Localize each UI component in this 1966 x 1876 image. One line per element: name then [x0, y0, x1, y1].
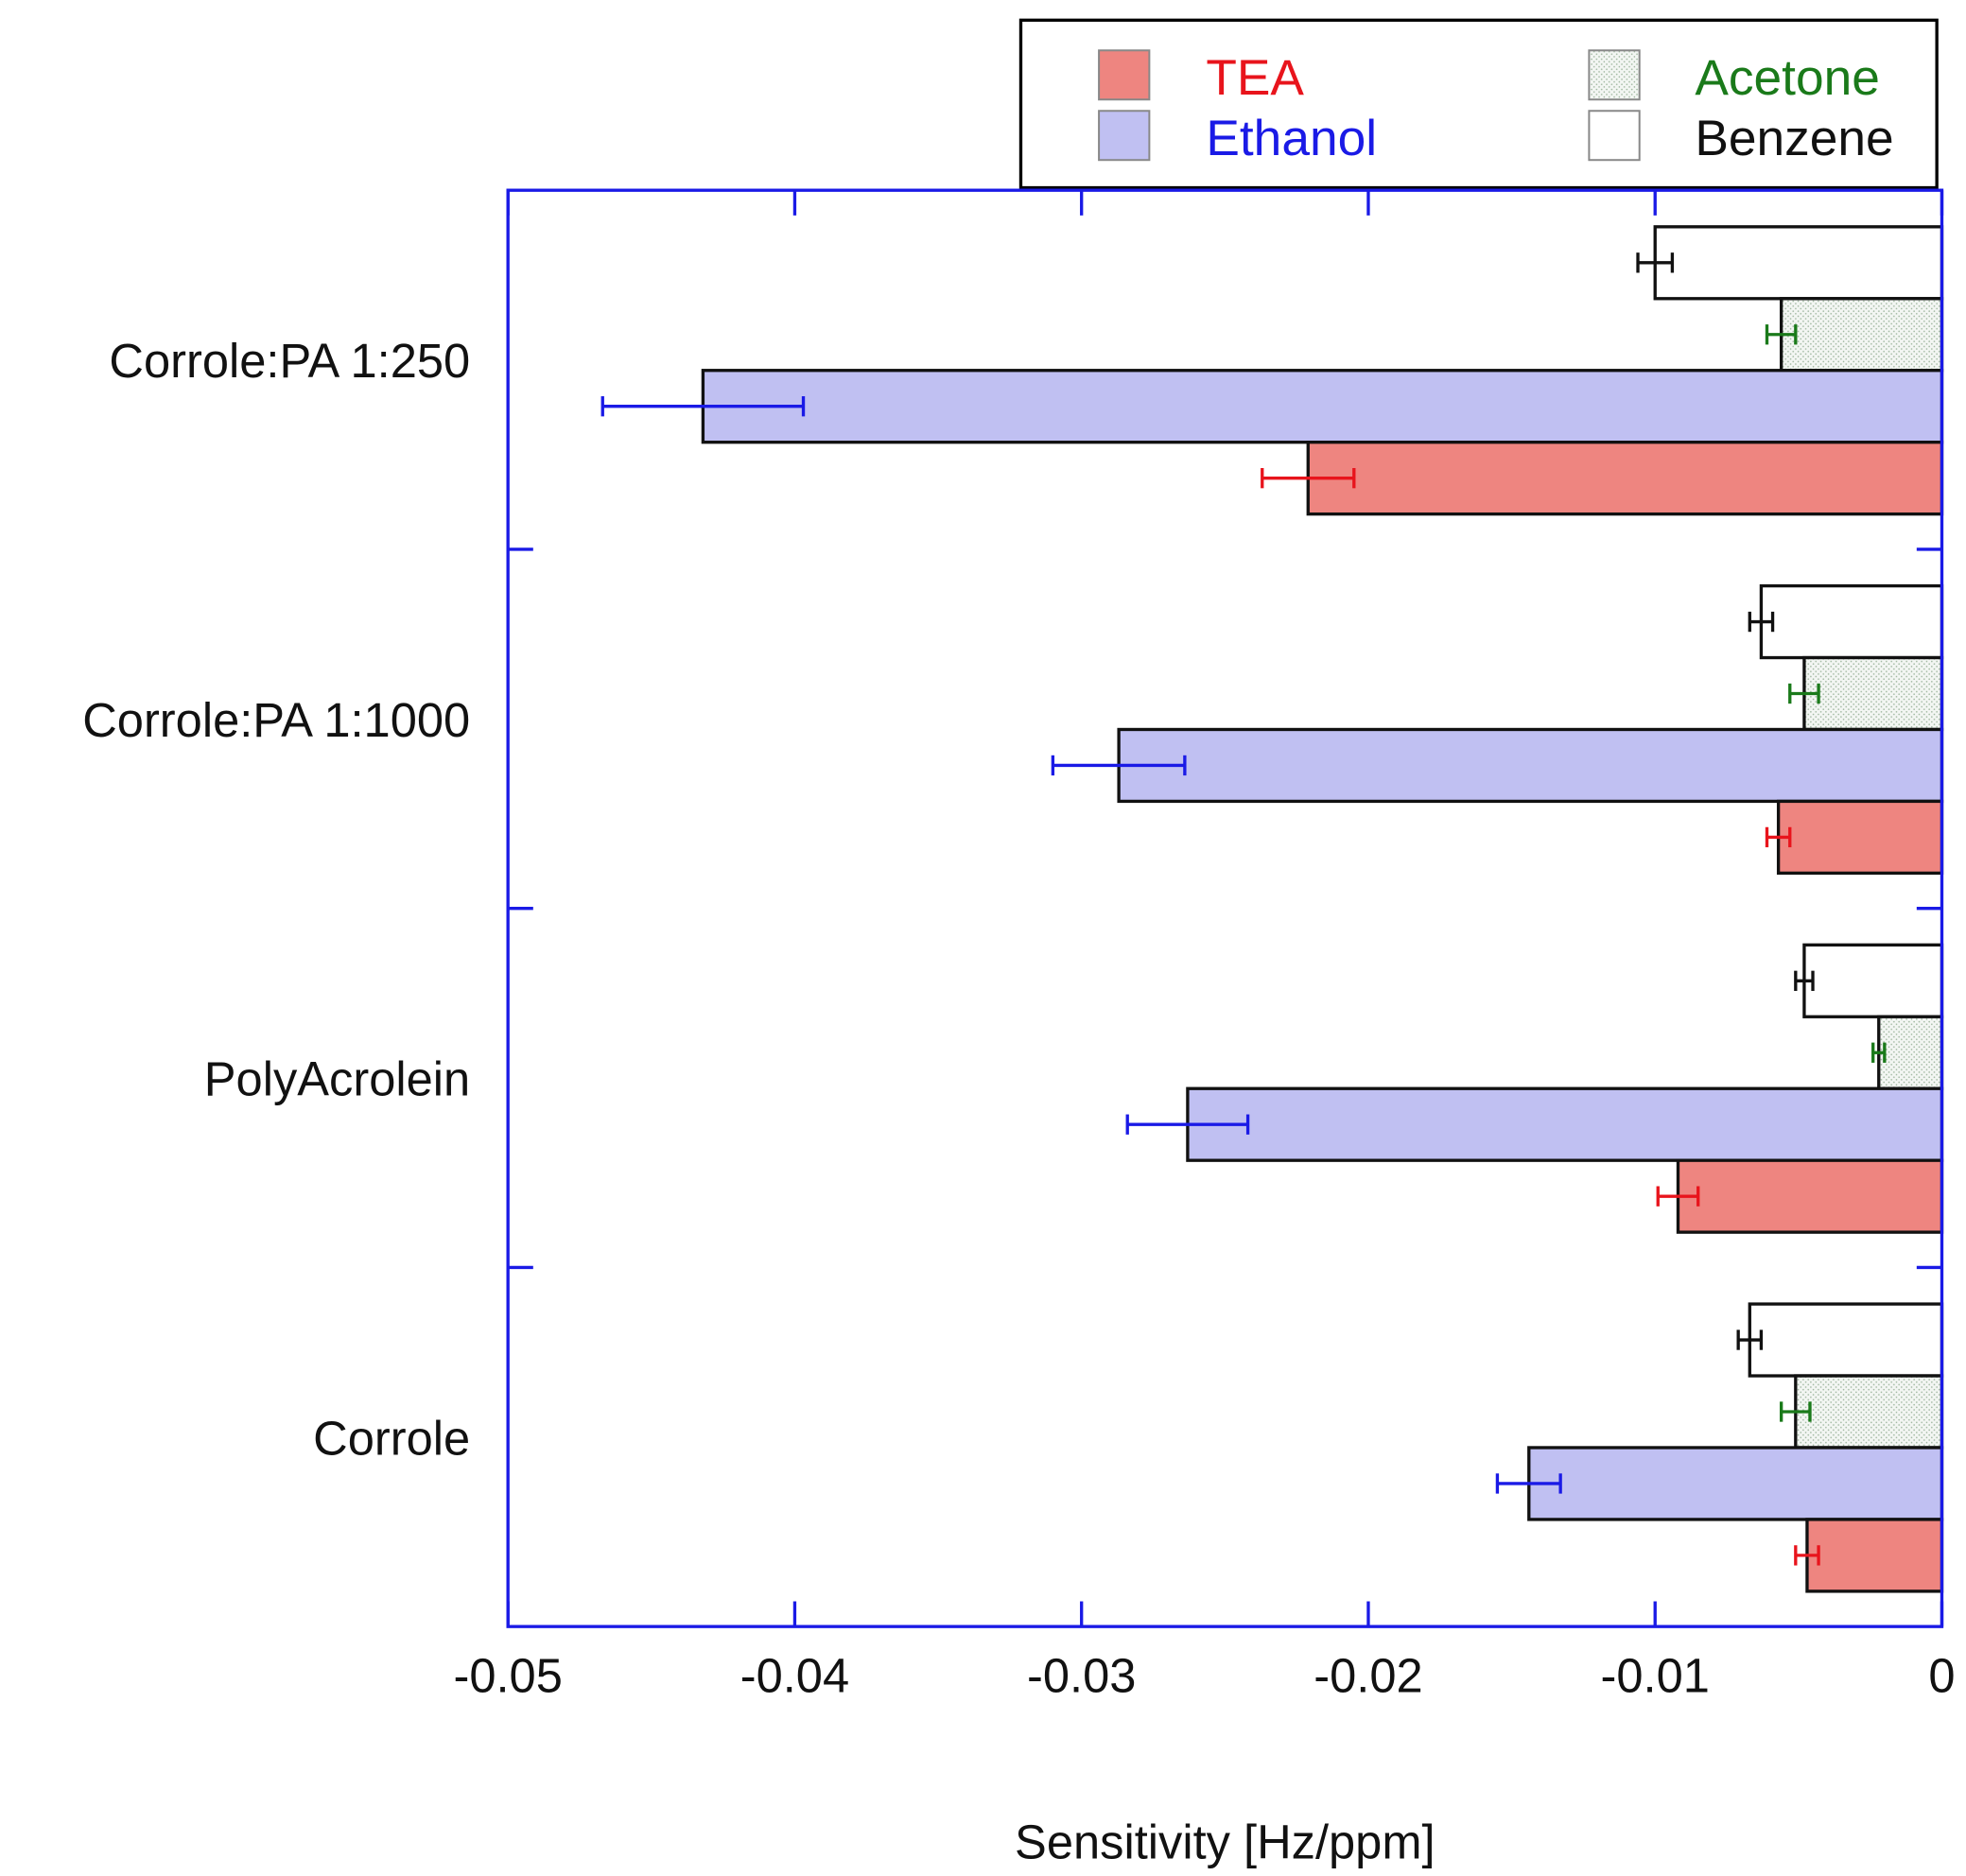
- error-bar-acetone: [1871, 1042, 1887, 1063]
- error-bar-benzene: [1794, 970, 1815, 991]
- category-label: Corrole: [313, 1411, 470, 1465]
- x-axis-label: Sensitivity [Hz/ppm]: [1015, 1815, 1435, 1868]
- error-bar-acetone: [1779, 1401, 1812, 1422]
- x-tick-label: 0: [1928, 1648, 1955, 1702]
- bar-benzene: [1653, 225, 1944, 301]
- bar-tea: [1676, 1158, 1944, 1234]
- category-label: Corrole:PA 1:250: [109, 334, 470, 388]
- legend-swatch-benzene: [1588, 110, 1641, 162]
- bar-ethanol: [1186, 1086, 1944, 1162]
- legend-label-ethanol: Ethanol: [1206, 111, 1377, 166]
- x-tick-label: -0.03: [1027, 1648, 1136, 1702]
- error-bar-tea: [1794, 1545, 1820, 1566]
- bar-acetone: [1794, 1374, 1944, 1450]
- legend-label-tea: TEA: [1206, 50, 1304, 106]
- x-tick-label: -0.04: [740, 1648, 849, 1702]
- bar-tea: [1776, 799, 1944, 876]
- legend-box: [1018, 18, 1939, 190]
- bar-tea: [1306, 441, 1944, 516]
- x-tick-label: -0.01: [1601, 1648, 1710, 1702]
- bars: [600, 225, 1944, 1593]
- error-bar-benzene: [1636, 252, 1675, 273]
- bar-benzene: [1759, 583, 1944, 660]
- x-tick-label: -0.02: [1314, 1648, 1422, 1702]
- bar-tea: [1805, 1518, 1944, 1593]
- error-bar-benzene: [1748, 611, 1775, 633]
- category-label: PolyAcrolein: [204, 1052, 470, 1106]
- legend-swatch-tea: [1098, 49, 1151, 101]
- bar-acetone: [1877, 1015, 1944, 1090]
- legend-label-acetone: Acetone: [1695, 50, 1880, 106]
- legend-label-benzene: Benzene: [1695, 111, 1893, 166]
- legend-swatch-acetone: [1588, 49, 1641, 101]
- bar-benzene: [1802, 943, 1944, 1018]
- error-bar-tea: [1765, 826, 1792, 848]
- bar-ethanol: [1527, 1446, 1944, 1521]
- bar-ethanol: [701, 369, 1944, 444]
- error-bar-acetone: [1788, 683, 1820, 704]
- x-tick-label: -0.05: [453, 1648, 562, 1702]
- error-bar-ethanol: [1125, 1114, 1250, 1135]
- error-bar-ethanol: [1495, 1473, 1562, 1494]
- bar-acetone: [1779, 297, 1944, 373]
- legend-swatch-ethanol: [1098, 110, 1151, 162]
- error-bar-tea: [1261, 468, 1356, 489]
- bar-benzene: [1748, 1302, 1944, 1378]
- error-bar-tea: [1656, 1186, 1700, 1207]
- error-bar-ethanol: [1051, 755, 1187, 776]
- error-bar-ethanol: [600, 396, 806, 417]
- error-bar-benzene: [1736, 1329, 1764, 1350]
- axes: Corrole:PA 1:250 Corrole:PA 1:1000 PolyAcr…: [82, 188, 1956, 1702]
- bar-acetone: [1802, 655, 1944, 732]
- bar-ethanol: [1117, 727, 1944, 804]
- error-bar-acetone: [1765, 324, 1798, 345]
- category-label: Corrole:PA 1:1000: [82, 693, 470, 747]
